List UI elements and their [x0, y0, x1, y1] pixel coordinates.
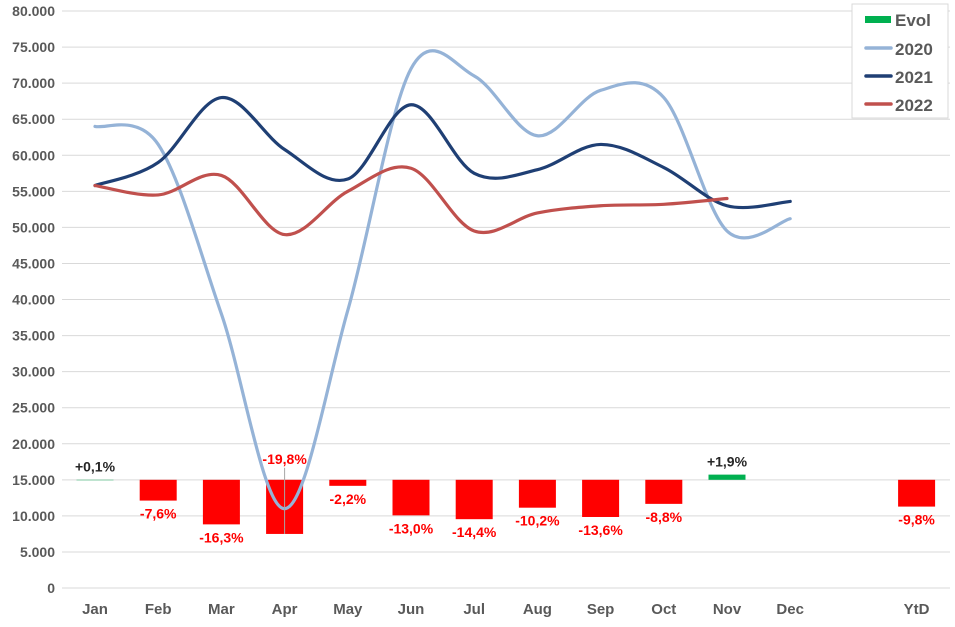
- evol-bar: [898, 479, 936, 507]
- y-tick-label: 60.000: [12, 147, 55, 163]
- evol-labels: +0,1% -7,6% -16,3% -19,8% -2,2% -13,0% -14,4% -…: [75, 451, 935, 546]
- evol-bar: [582, 479, 620, 517]
- y-axis: 0 5.000 10.000 15.000 20.000 25.000 30.000 35.0…: [12, 3, 55, 596]
- legend-swatch-evol: [865, 16, 891, 23]
- evol-data-label: -16,3%: [199, 529, 244, 545]
- evol-data-label: +1,9%: [707, 454, 748, 470]
- y-tick-label: 55.000: [12, 183, 55, 199]
- gridlines: [62, 10, 950, 589]
- evol-bar: [329, 479, 367, 486]
- evol-bar: [392, 479, 430, 516]
- y-tick-label: 20.000: [12, 436, 55, 452]
- evol-data-label: -13,6%: [578, 522, 623, 538]
- x-tick-label: Mar: [208, 601, 235, 618]
- legend-label: Evol: [895, 11, 931, 30]
- evol-data-label: +0,1%: [75, 459, 116, 475]
- evol-data-label: -2,2%: [330, 491, 367, 507]
- x-tick-label: YtD: [904, 601, 930, 618]
- legend-label: 2020: [895, 40, 933, 59]
- line-2021: [93, 95, 792, 210]
- y-tick-label: 75.000: [12, 39, 55, 55]
- x-tick-label: Jan: [82, 601, 108, 618]
- evol-bar: [202, 479, 240, 525]
- y-tick-label: 0: [47, 580, 55, 596]
- evol-bar: [455, 479, 493, 520]
- evol-data-label: -13,0%: [389, 520, 434, 536]
- x-tick-label: May: [333, 601, 363, 618]
- y-tick-label: 30.000: [12, 364, 55, 380]
- x-tick-label: Jul: [463, 601, 485, 618]
- line-2020: [93, 49, 792, 511]
- evol-bar: [139, 479, 177, 501]
- evol-bars: [76, 474, 936, 534]
- x-tick-label: Oct: [651, 601, 676, 618]
- line-2022: [93, 165, 729, 237]
- evol-data-label: -8,8%: [646, 509, 683, 525]
- y-tick-label: 25.000: [12, 400, 55, 416]
- legend: Evol 2020 2021 2022: [851, 3, 949, 119]
- x-tick-label: Dec: [776, 601, 804, 618]
- evol-data-label: -7,6%: [140, 506, 177, 522]
- x-tick-label: Sep: [587, 601, 615, 618]
- x-tick-label: Apr: [272, 601, 298, 618]
- evol-bar: [645, 479, 683, 504]
- y-tick-label: 35.000: [12, 328, 55, 344]
- evol-bar: [518, 479, 556, 508]
- y-tick-label: 45.000: [12, 255, 55, 271]
- evol-bar: [708, 474, 746, 480]
- y-tick-label: 10.000: [12, 508, 55, 524]
- y-tick-label: 80.000: [12, 3, 55, 19]
- evol-data-label: -14,4%: [452, 524, 497, 540]
- y-tick-label: 40.000: [12, 292, 55, 308]
- x-tick-label: Aug: [523, 601, 552, 618]
- x-tick-label: Nov: [713, 601, 742, 618]
- y-tick-label: 50.000: [12, 219, 55, 235]
- year-lines: [93, 49, 792, 511]
- legend-label: 2022: [895, 96, 933, 115]
- y-tick-label: 15.000: [12, 472, 55, 488]
- y-tick-label: 5.000: [20, 544, 55, 560]
- y-tick-label: 70.000: [12, 75, 55, 91]
- legend-label: 2021: [895, 68, 933, 87]
- evol-data-label: -19,8%: [262, 451, 307, 467]
- evol-data-label: -9,8%: [898, 512, 935, 528]
- x-axis: Jan Feb Mar Apr May Jun Jul Aug Sep Oct Nov Dec YtD: [82, 601, 930, 618]
- evol-data-label: -10,2%: [515, 513, 560, 529]
- x-tick-label: Feb: [145, 601, 172, 618]
- y-tick-label: 65.000: [12, 111, 55, 127]
- x-tick-label: Jun: [398, 601, 425, 618]
- evol-bar: [76, 479, 114, 481]
